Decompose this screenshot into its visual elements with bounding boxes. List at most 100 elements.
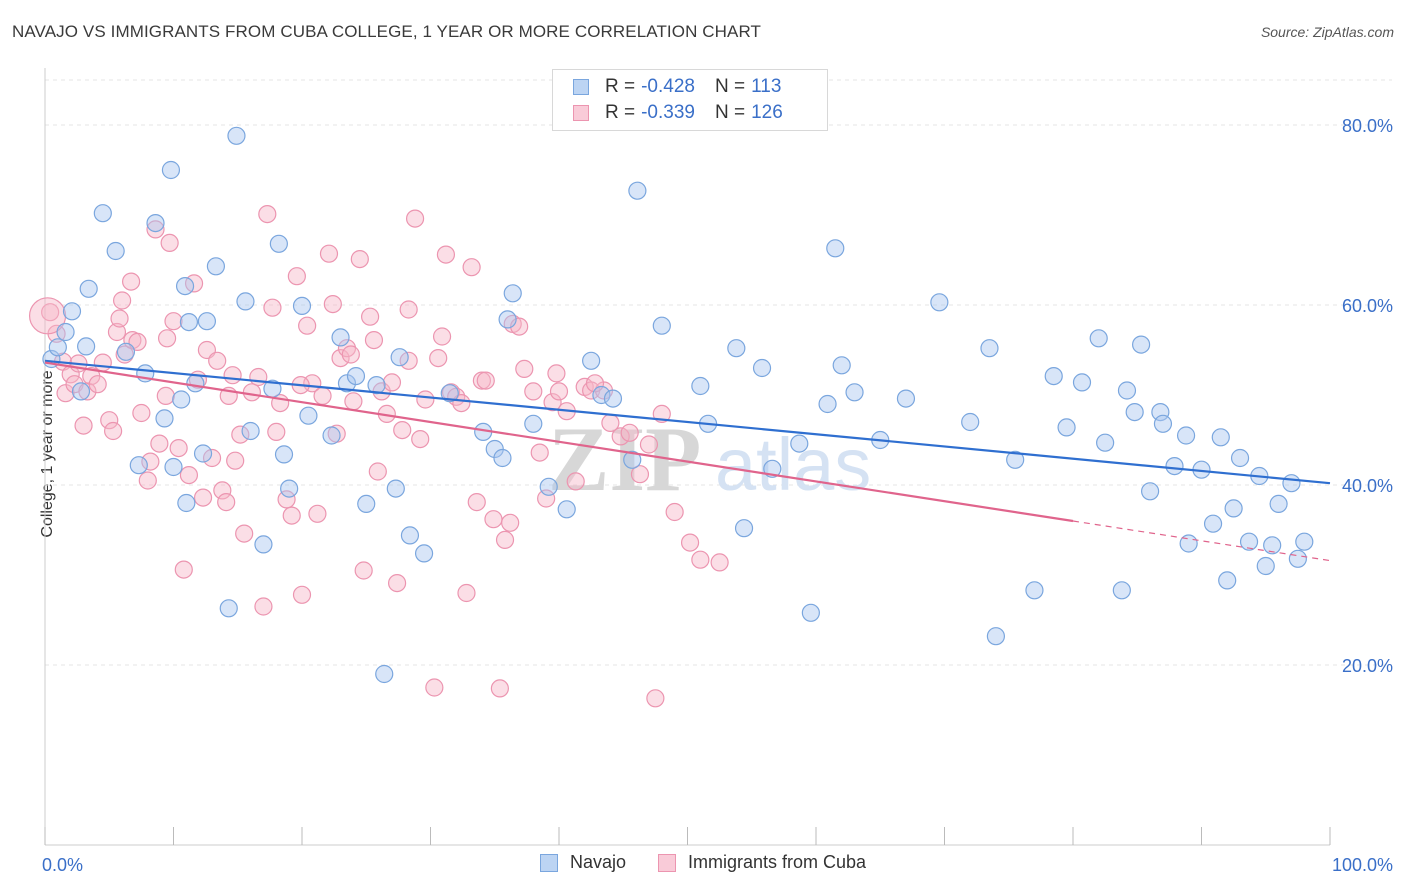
data-point-cuba [476,371,495,390]
data-point-cuba [298,316,317,335]
data-point-cuba [472,371,491,390]
data-point-cuba [399,300,418,319]
data-point-navajo [357,494,376,513]
data-point-navajo [193,444,213,463]
data-point-cuba [691,550,710,569]
data-point-navajo [1089,329,1108,348]
data-point-navajo [752,358,772,378]
legend-n-value: 113 [751,76,782,97]
correlation-legend: R = -0.428 N = 113 R = -0.339 N = 126 [552,69,828,131]
data-point-navajo [56,322,75,342]
data-point-navajo [961,412,980,432]
grid-lines [45,79,1392,666]
data-point-cuba [267,422,286,441]
legend-swatch-cuba [573,105,589,121]
data-point-cuba [308,504,327,523]
data-point-cuba [639,435,659,454]
data-point-navajo [116,342,136,361]
data-point-navajo [845,383,864,402]
data-point-cuba [258,205,277,224]
data-point-cuba [146,220,165,239]
data-point-cuba [620,423,639,442]
data-point-navajo [322,426,341,445]
data-point-cuba [107,322,127,342]
data-point-cuba [524,382,543,401]
data-point-navajo [826,239,845,258]
data-point-navajo [186,374,205,393]
data-point-navajo [62,302,82,321]
data-point-navajo [1165,457,1184,476]
data-point-navajo [1096,433,1115,452]
data-point-cuba [382,373,402,392]
data-point-cuba [646,689,665,708]
data-point-navajo [1140,482,1160,501]
data-point-navajo [1057,418,1076,437]
data-point-cuba [213,481,232,500]
data-point-cuba [515,359,534,378]
data-point-navajo [1230,448,1250,468]
data-point-cuba [263,298,282,317]
data-point-navajo [832,356,851,375]
data-point-navajo [539,477,558,496]
data-point-cuba [354,561,373,580]
data-point-navajo [592,385,611,405]
data-point-cuba [128,332,147,351]
data-point-navajo [1153,414,1173,433]
data-point-navajo [1006,450,1025,469]
legend-r-value: -0.428 [641,76,695,97]
x-tick-label: 100.0% [1332,855,1393,875]
chart-title: NAVAJO VS IMMIGRANTS FROM CUBA COLLEGE, … [12,22,762,41]
data-point-cuba [611,427,630,446]
data-point-navajo [375,664,394,684]
data-point-navajo [557,500,576,519]
data-point-navajo [179,313,199,332]
data-point-navajo [734,519,754,538]
trend-line-navajo [44,359,1331,485]
data-point-cuba [208,351,227,370]
legend-item-navajo[interactable]: Navajo [539,852,626,873]
data-point-navajo [1288,549,1307,568]
data-point-navajo [197,312,217,331]
data-point-navajo [1132,335,1151,354]
data-point-navajo [1203,514,1223,533]
data-point-navajo [1125,403,1144,422]
legend-r-value: -0.339 [641,102,695,123]
data-point-navajo [1072,373,1092,392]
data-point-navajo [1151,403,1170,422]
data-point-cuba [193,488,213,507]
data-point-cuba [242,383,261,402]
data-point-cuba [416,390,435,409]
data-point-cuba [344,392,363,411]
data-point-navajo [172,390,191,409]
data-point-cuba [543,393,562,412]
data-point-cuba [104,421,123,441]
data-point-navajo [346,367,366,386]
data-point-cuba [585,374,605,393]
data-point-navajo [623,450,642,469]
data-point-navajo [79,279,98,298]
data-point-cuba [484,510,503,529]
data-point-navajo [1224,499,1243,518]
legend-swatch-navajo [573,79,589,95]
data-point-cuba [121,272,141,291]
data-point-navajo [146,214,165,233]
trend-lines [44,359,1331,562]
data-point-cuba [156,386,175,405]
data-point-cuba [157,329,177,348]
data-point-cuba [174,560,193,579]
data-point-navajo [727,339,746,358]
data-point-navajo [818,394,837,414]
legend-item-cuba[interactable]: Immigrants from Cuba [657,852,866,873]
legend-r-label: R = [605,76,636,97]
data-point-navajo [71,382,91,401]
data-point-cuba [495,530,515,550]
data-point-navajo [986,627,1006,646]
data-point-navajo [896,389,916,408]
data-point-cuba [292,585,312,604]
data-point-cuba [112,291,132,310]
trend-line-cuba-extension [1072,520,1331,562]
data-point-cuba [141,452,160,471]
data-point-cuba [436,245,456,264]
data-point-navajo [77,337,96,356]
